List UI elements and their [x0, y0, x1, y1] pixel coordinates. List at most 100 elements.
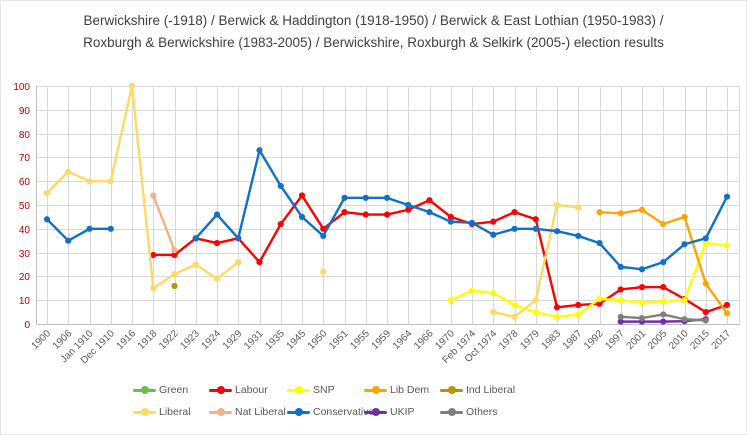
data-point-others	[702, 317, 709, 324]
data-point-labour	[362, 211, 369, 218]
data-point-liberal	[511, 313, 518, 320]
data-point-snp	[447, 297, 454, 304]
data-point-liberal	[128, 82, 136, 90]
data-point-liberal	[553, 201, 561, 209]
data-point-conservative	[43, 216, 51, 223]
data-point-liberal	[575, 204, 582, 211]
x-tick-label: 1955	[348, 328, 372, 352]
data-point-snp	[660, 298, 667, 305]
x-tick-label: 1983	[540, 328, 564, 352]
data-point-conservative	[532, 225, 539, 232]
x-tick-label: 1992	[582, 328, 606, 352]
data-point-nat-liberal	[150, 192, 157, 199]
data-point-liberal	[213, 275, 221, 282]
data-point-conservative	[638, 266, 646, 273]
data-point-conservative	[65, 237, 72, 244]
data-point-lib-dem	[617, 210, 624, 217]
data-point-snp	[532, 309, 539, 316]
data-point-conservative	[86, 225, 93, 232]
data-point-conservative	[490, 231, 497, 238]
data-point-liberal	[320, 268, 327, 275]
data-point-conservative	[107, 225, 114, 232]
data-point-labour	[150, 251, 157, 259]
data-point-snp	[596, 295, 603, 303]
data-point-ind-liberal	[171, 282, 178, 290]
data-point-labour	[553, 304, 561, 311]
data-point-snp	[702, 239, 709, 247]
data-point-conservative	[405, 201, 412, 209]
x-tick-label: 2015	[688, 328, 712, 352]
x-tick-label: 1987	[561, 328, 585, 352]
data-point-conservative	[341, 194, 348, 201]
data-point-liberal	[43, 190, 51, 197]
x-tick-label: 1924	[200, 328, 224, 352]
data-point-labour	[320, 225, 327, 232]
data-point-labour	[702, 309, 709, 316]
x-tick-label: 1978	[497, 328, 521, 352]
data-point-ukip	[660, 318, 667, 325]
y-tick-label: 70	[19, 153, 31, 164]
data-point-conservative	[468, 219, 476, 226]
x-tick-label: 1959	[370, 328, 394, 352]
data-point-conservative	[447, 218, 454, 225]
data-point-snp	[575, 311, 582, 318]
data-point-lib-dem	[723, 310, 731, 317]
data-point-conservative	[660, 259, 667, 266]
data-point-liberal	[107, 178, 114, 185]
y-tick-label: 60	[19, 177, 31, 188]
data-point-conservative	[192, 235, 199, 242]
data-point-others	[638, 314, 646, 322]
x-tick-label: 1935	[263, 328, 287, 352]
data-point-conservative	[511, 225, 518, 232]
y-tick-label: 20	[19, 272, 31, 283]
x-tick-label: 1945	[285, 328, 309, 352]
data-point-labour	[277, 220, 284, 228]
data-point-snp	[468, 287, 476, 294]
data-point-conservative	[702, 235, 709, 242]
data-point-conservative	[320, 232, 327, 240]
data-point-conservative	[596, 239, 603, 247]
data-point-labour	[575, 301, 582, 309]
x-tick-label: 1979	[518, 328, 542, 352]
y-tick-label: 80	[19, 130, 31, 141]
data-point-ukip	[617, 318, 624, 325]
data-point-snp	[511, 301, 518, 309]
data-point-labour	[383, 211, 391, 218]
series-line-labour	[152, 194, 729, 314]
x-tick-label: 2005	[646, 328, 670, 352]
data-point-conservative	[362, 194, 369, 201]
data-point-liberal	[192, 261, 199, 268]
x-tick-label: 1922	[157, 328, 181, 352]
data-point-snp	[553, 313, 561, 320]
data-point-labour	[447, 213, 454, 220]
y-tick-label: 90	[19, 106, 31, 117]
data-point-snp	[638, 299, 646, 306]
series-line-liberal	[45, 84, 580, 319]
data-point-conservative	[723, 193, 731, 200]
data-point-others	[681, 316, 688, 323]
data-point-conservative	[575, 232, 582, 240]
data-point-snp	[723, 242, 731, 249]
data-point-conservative	[553, 228, 561, 235]
x-tick-label: 1918	[136, 328, 160, 352]
data-point-snp	[617, 297, 624, 304]
data-point-liberal	[65, 168, 72, 175]
data-point-labour	[256, 259, 263, 266]
series-line-snp	[449, 241, 729, 319]
y-tick-label: 100	[13, 82, 30, 93]
data-point-labour	[426, 197, 433, 204]
data-point-labour	[341, 209, 348, 216]
data-point-conservative	[383, 194, 391, 201]
data-point-liberal	[86, 178, 93, 185]
data-point-liberal	[532, 297, 539, 304]
data-point-labour	[405, 206, 412, 213]
x-tick-label: 1951	[327, 328, 351, 352]
chart-title: Berwickshire (-1918) / Berwick & Hadding…	[83, 13, 664, 51]
data-point-labour	[171, 251, 178, 259]
y-tick-label: 50	[19, 201, 31, 212]
data-point-lib-dem	[660, 220, 667, 228]
data-point-conservative	[426, 209, 433, 216]
x-tick-label: 1997	[603, 328, 627, 352]
data-point-conservative	[298, 213, 306, 220]
data-point-conservative	[681, 241, 688, 248]
